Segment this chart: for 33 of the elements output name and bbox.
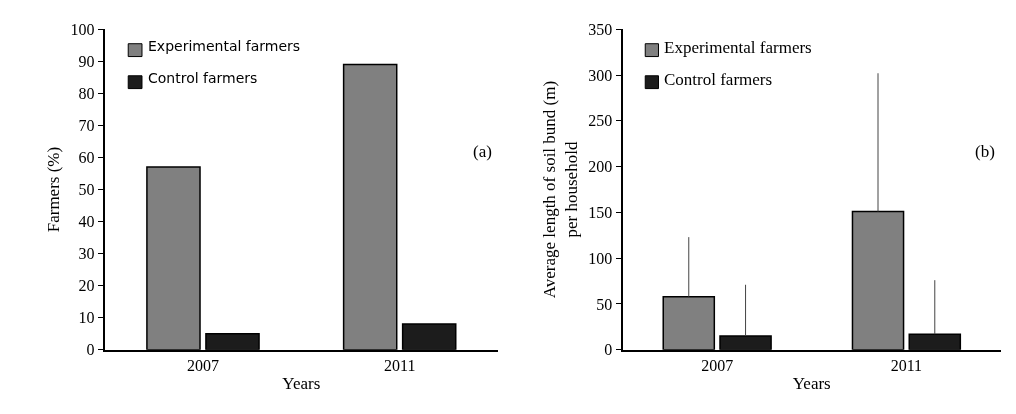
y-tick-label: 150 xyxy=(588,204,613,222)
x-axis-title: Years xyxy=(282,373,321,393)
y-tick-label: 70 xyxy=(78,117,95,135)
y-tick-label: 80 xyxy=(78,85,95,102)
legend-label: Experimental farmers xyxy=(148,38,301,54)
y-tick-label: 10 xyxy=(78,309,95,327)
y-tick-label: 100 xyxy=(588,249,613,267)
y-tick-label: 350 xyxy=(588,20,613,38)
x-tick-label: 2011 xyxy=(383,356,416,374)
y-tick-label: 60 xyxy=(78,149,95,167)
y-tick-label: 50 xyxy=(596,295,613,313)
y-axis-title: Average length of soil bund (m) per household xyxy=(540,80,582,299)
legend-label: Experimental farmers xyxy=(664,38,812,57)
y-tick-label: 20 xyxy=(78,277,95,295)
legend-label: Control farmers xyxy=(148,70,258,86)
annotation: (a) xyxy=(473,142,492,161)
x-tick-label: 2007 xyxy=(186,356,219,374)
y-tick-label: 90 xyxy=(78,52,95,70)
y-axis-title: Farmers (%) xyxy=(44,146,64,233)
y-tick-label: 300 xyxy=(588,66,613,84)
y-tick-label: 200 xyxy=(588,158,613,176)
annotation: (b) xyxy=(975,142,995,161)
y-tick-label: 30 xyxy=(78,245,95,263)
x-tick-label: 2011 xyxy=(890,356,923,374)
y-tick-label: 0 xyxy=(604,341,613,359)
y-tick-label: 0 xyxy=(86,341,95,359)
legend-label: Control farmers xyxy=(664,70,773,89)
x-tick-label: 2007 xyxy=(701,356,734,374)
y-tick-label: 250 xyxy=(588,112,613,130)
y-tick-label: 50 xyxy=(78,181,95,199)
y-tick-label: 100 xyxy=(70,20,95,38)
y-tick-label: 40 xyxy=(78,213,95,231)
x-axis-title: Years xyxy=(792,373,831,393)
